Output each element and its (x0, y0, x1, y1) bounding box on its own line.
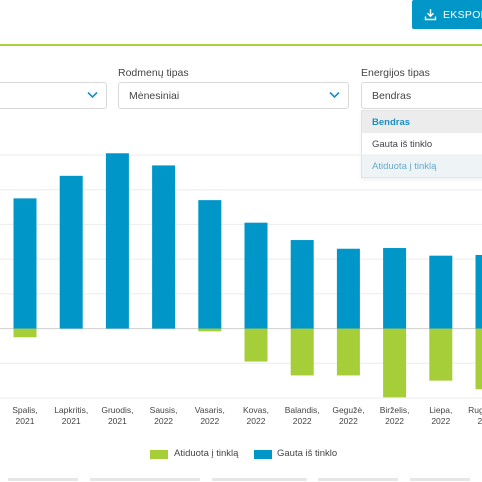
top-bar: EKSPORTUOTI (0, 0, 482, 46)
legend-label-atiduota: Atiduota į tinklą (174, 448, 239, 459)
bar-atiduota[interactable] (429, 328, 453, 381)
first-select[interactable] (0, 82, 107, 109)
bar-gauta[interactable] (383, 248, 407, 329)
bar-gauta[interactable] (336, 248, 360, 329)
view-type-value: Mėnesiniai (129, 89, 180, 102)
chevron-down-icon (87, 91, 98, 99)
energy-type-value: Bendras (372, 89, 412, 102)
bar-atiduota[interactable] (383, 328, 407, 398)
bar-atiduota[interactable] (13, 328, 37, 338)
x-tick-label: Balandis, 2022 (285, 405, 320, 426)
x-tick-label: Sausis, 2022 (150, 405, 178, 426)
bar-gauta[interactable] (429, 255, 453, 329)
footer-faded-text (0, 475, 482, 482)
bar-gauta[interactable] (59, 175, 83, 329)
x-tick-label: Vasaris, 2022 (195, 405, 225, 426)
bar-atiduota[interactable] (244, 328, 268, 362)
energy-type-select[interactable]: Bendras (361, 82, 482, 109)
view-type-label: Rodmenų tipas (118, 67, 189, 79)
x-tick-label: Gruodis, 2021 (101, 405, 133, 426)
legend-swatch-atiduota (150, 450, 168, 459)
energy-bar-chart: Spalis, 2021 Lapkritis, 2021 Gruodis, 2021 Sau… (0, 150, 482, 440)
view-type-select[interactable]: Mėnesiniai (118, 82, 349, 109)
bar-gauta[interactable] (152, 165, 176, 329)
dropdown-option-atiduota[interactable]: Atiduota į tinklą (362, 155, 482, 177)
x-tick-label: Lapkritis, 2021 (54, 405, 88, 426)
export-button[interactable]: EKSPORTUOTI (412, 0, 482, 29)
legend-label-gauta: Gauta iš tinklo (277, 448, 338, 459)
dropdown-option-gauta[interactable]: Gauta iš tinklo (372, 138, 433, 150)
bar-gauta[interactable] (244, 222, 268, 329)
energy-type-label: Energijos tipas (361, 67, 430, 79)
x-tick-label: Spalis, 2021 (12, 405, 38, 426)
x-tick-label: Birželis, 2022 (380, 405, 410, 426)
header-accent-line (0, 44, 482, 46)
bar-atiduota[interactable] (336, 328, 360, 376)
download-icon (424, 9, 437, 21)
x-tick-label: Kovas, 2022 (243, 405, 269, 426)
bar-atiduota[interactable] (290, 328, 314, 376)
legend-swatch-gauta (254, 450, 272, 459)
bar-gauta[interactable] (198, 200, 222, 329)
chart-legend: Atiduota į tinklą Gauta iš tinklo (0, 448, 482, 462)
x-tick-label: Gegužė, 2022 (332, 405, 364, 426)
bar-atiduota[interactable] (198, 328, 222, 332)
bar-gauta[interactable] (475, 254, 482, 329)
bar-gauta[interactable] (105, 153, 129, 329)
chevron-down-icon (329, 91, 340, 99)
energy-type-dropdown: Bendras Gauta iš tinklo Atiduota į tinkl… (361, 110, 482, 178)
x-tick-label: Rugpjūtis,2022 (468, 405, 482, 426)
export-button-label: EKSPORTUOTI (443, 8, 482, 21)
x-tick-label: Liepa, 2022 (429, 405, 452, 426)
bar-atiduota[interactable] (475, 328, 482, 390)
bar-gauta[interactable] (13, 198, 37, 329)
bar-gauta[interactable] (290, 240, 314, 329)
dropdown-option-bendras[interactable]: Bendras (362, 111, 482, 133)
